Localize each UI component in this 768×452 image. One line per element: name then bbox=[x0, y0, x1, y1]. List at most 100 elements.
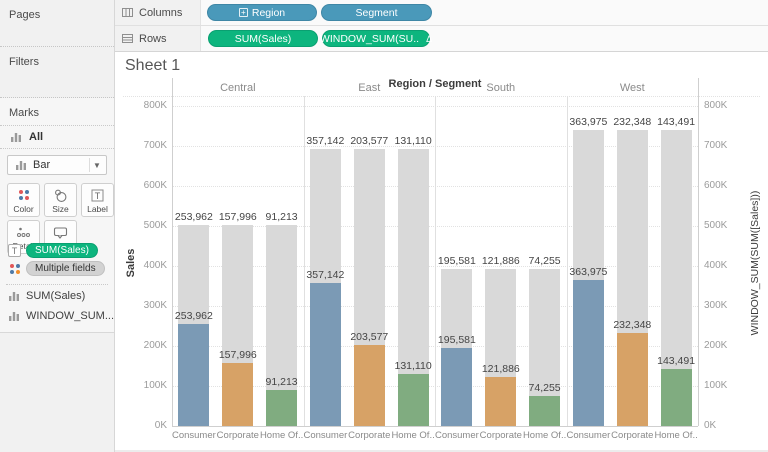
bar-value-label: 195,581 bbox=[437, 255, 476, 268]
pill-label: SUM(Sales) bbox=[234, 32, 292, 45]
marks-all-row[interactable]: All bbox=[0, 125, 114, 149]
marks-card: Marks All Bar ▼ Color bbox=[0, 98, 129, 333]
divider bbox=[6, 284, 108, 285]
pill-region[interactable]: + Region bbox=[207, 4, 317, 21]
sales-bar-corporate[interactable] bbox=[485, 377, 517, 426]
sales-bar-corporate[interactable] bbox=[222, 362, 254, 426]
mark-type-dropdown[interactable]: Bar ▼ bbox=[7, 155, 107, 175]
label-field-pill[interactable]: SUM(Sales) bbox=[26, 243, 98, 258]
region-label: West bbox=[619, 82, 645, 94]
bar-value-label: 253,962 bbox=[174, 210, 213, 223]
multiple-fields-pill[interactable]: Multiple fields bbox=[26, 261, 105, 276]
y-tick-label-left: 0K bbox=[154, 420, 167, 431]
color-icon bbox=[17, 188, 30, 203]
bar-chart-icon bbox=[9, 292, 19, 301]
x-axis-line bbox=[172, 426, 698, 427]
sales-bar-home-office[interactable] bbox=[660, 368, 692, 426]
y-tick-label-right: 200K bbox=[704, 340, 728, 351]
bar-value-label: 357,142 bbox=[306, 269, 345, 282]
segment-axis-label: Corporate bbox=[611, 430, 654, 441]
sales-bar-consumer[interactable] bbox=[441, 347, 473, 426]
bar-value-label: 363,975 bbox=[569, 116, 608, 129]
pill-label: Region bbox=[251, 6, 286, 19]
bar-value-label: 203,577 bbox=[350, 330, 389, 343]
pane-divider bbox=[566, 96, 568, 426]
filters-shelf[interactable]: Filters bbox=[0, 47, 114, 98]
bar-value-label: 131,110 bbox=[394, 359, 432, 372]
sales-bar-consumer[interactable] bbox=[309, 283, 341, 426]
label-button[interactable]: T Label bbox=[81, 183, 114, 217]
pill-sum-sales[interactable]: SUM(Sales) bbox=[208, 30, 318, 47]
left-sidebar: Pages Filters Marks All Bar ▼ bbox=[0, 0, 129, 452]
size-button[interactable]: Size bbox=[44, 183, 77, 217]
size-button-label: Size bbox=[52, 204, 69, 214]
chevron-down-icon[interactable]: ▼ bbox=[89, 158, 104, 172]
y-tick-label-right: 600K bbox=[704, 180, 728, 191]
pill-segment[interactable]: Segment bbox=[321, 4, 432, 21]
sales-bar-home-office[interactable] bbox=[529, 396, 561, 426]
segment-axis-label: Home Of.. bbox=[654, 430, 698, 441]
columns-shelf[interactable]: Columns + Region Segment bbox=[115, 0, 768, 26]
sales-bar-consumer[interactable] bbox=[572, 280, 604, 426]
rows-shelf-label-cell: Rows bbox=[115, 26, 201, 51]
y-tick-label-left: 200K bbox=[143, 340, 167, 351]
segment-axis-label: Consumer bbox=[171, 430, 216, 441]
sales-bar-consumer[interactable] bbox=[178, 324, 210, 426]
region-label: East bbox=[358, 82, 381, 94]
marks-all-label: All bbox=[29, 131, 44, 143]
color-button-label: Color bbox=[13, 204, 34, 214]
y-tick-label-left: 800K bbox=[143, 100, 167, 111]
detail-button-label: Detail bbox=[12, 241, 35, 251]
rows-shelf[interactable]: Rows SUM(Sales) WINDOW_SUM(SU.. Δ bbox=[115, 26, 768, 52]
segment-axis-label: Corporate bbox=[479, 430, 522, 441]
bar-chart-icon bbox=[16, 161, 26, 170]
hierarchy-plus-icon[interactable]: + bbox=[238, 8, 248, 17]
bar-chart-icon bbox=[9, 312, 19, 321]
table-calc-delta-icon: Δ bbox=[426, 33, 433, 44]
bar-value-label: 232,348 bbox=[613, 319, 652, 332]
label-encoding-row: T SUM(Sales) bbox=[8, 243, 98, 258]
bar-value-label: 121,886 bbox=[481, 255, 520, 268]
bar-value-label: 143,491 bbox=[657, 354, 696, 367]
size-icon bbox=[55, 189, 67, 202]
y-tick-label-left: 100K bbox=[143, 380, 167, 391]
y-tick-label-left: 700K bbox=[143, 140, 167, 151]
y-tick-label-right: 400K bbox=[704, 260, 728, 271]
pill-label: WINDOW_SUM(SU.. bbox=[319, 32, 420, 45]
y-tick-label-right: 800K bbox=[704, 100, 728, 111]
column-field-header: Region / Segment bbox=[388, 78, 482, 90]
bar-value-label: 203,577 bbox=[350, 135, 389, 148]
svg-text:T: T bbox=[95, 191, 101, 201]
y-tick-label-right: 300K bbox=[704, 300, 728, 311]
tooltip-icon bbox=[53, 227, 68, 239]
segment-axis-label: Home Of.. bbox=[259, 430, 304, 441]
pill-window-sum[interactable]: WINDOW_SUM(SU.. Δ bbox=[319, 30, 433, 47]
label-icon: T bbox=[91, 189, 104, 202]
color-button[interactable]: Color bbox=[7, 183, 40, 217]
pages-label: Pages bbox=[9, 9, 41, 21]
y-tick-label-right: 500K bbox=[704, 220, 728, 231]
y-tick-label-left: 300K bbox=[143, 300, 167, 311]
segment-axis-label: Consumer bbox=[566, 430, 611, 441]
y-tick-label-right: 100K bbox=[704, 380, 728, 391]
bar-value-label: 91,213 bbox=[265, 210, 298, 223]
sales-bar-corporate[interactable] bbox=[353, 344, 385, 426]
sales-bar-corporate[interactable] bbox=[616, 333, 648, 426]
bar-value-label: 131,110 bbox=[394, 135, 432, 148]
mark-type-value: Bar bbox=[33, 159, 51, 171]
measure-row-window-sum[interactable]: WINDOW_SUM... Δ bbox=[8, 310, 129, 322]
region-label: Central bbox=[220, 82, 256, 94]
detail-icon bbox=[17, 227, 30, 237]
sales-bar-home-office[interactable] bbox=[397, 373, 429, 426]
bar-chart-icon bbox=[11, 133, 21, 142]
sales-bar-home-office[interactable] bbox=[266, 389, 298, 426]
y-tick-label-right: 0K bbox=[704, 420, 717, 431]
right-axis-line bbox=[698, 78, 699, 426]
measure-row-sum-sales[interactable]: SUM(Sales) bbox=[8, 290, 85, 302]
y-tick-label-left: 400K bbox=[143, 260, 167, 271]
filters-label: Filters bbox=[9, 56, 39, 68]
segment-axis-label: Corporate bbox=[348, 430, 391, 441]
measure-label: SUM(Sales) bbox=[26, 290, 86, 302]
pages-shelf[interactable]: Pages bbox=[0, 0, 114, 47]
